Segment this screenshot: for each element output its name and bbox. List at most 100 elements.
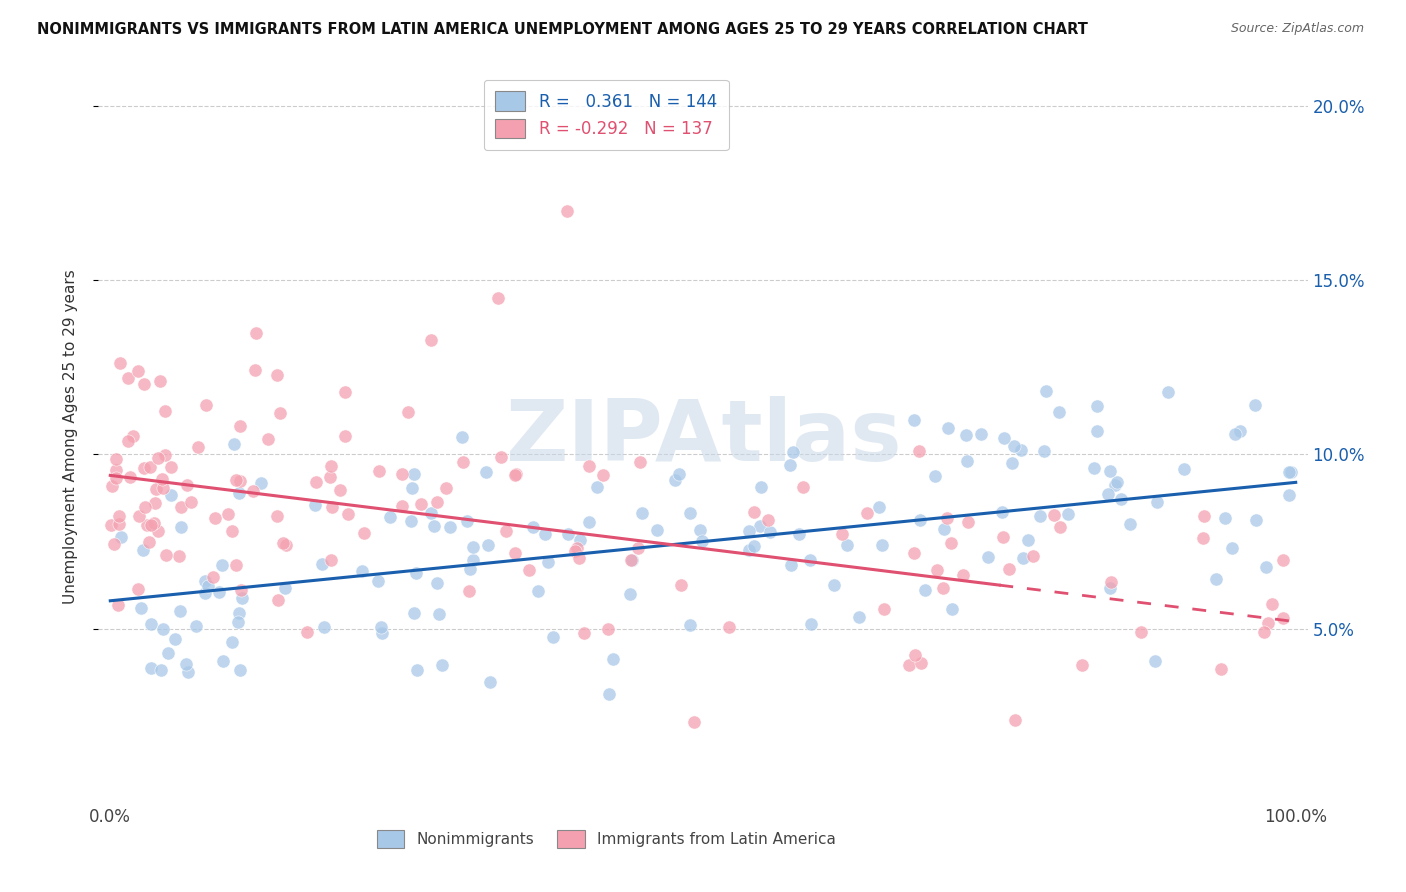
Point [1083, 461, 1105, 475]
Point [224, 437, 246, 451]
Point [256, 432, 278, 446]
Point [273, 581, 295, 595]
Point [149, 374, 172, 388]
Point [1205, 572, 1227, 586]
Point [1017, 533, 1039, 547]
Point [1043, 508, 1066, 523]
Point [245, 326, 267, 340]
Point [1035, 384, 1057, 399]
Point [391, 467, 413, 481]
Point [180, 495, 202, 509]
Point [941, 602, 963, 616]
Point [139, 660, 162, 674]
Point [153, 403, 176, 417]
Point [107, 598, 129, 612]
Point [1099, 581, 1122, 595]
Point [304, 498, 326, 512]
Point [352, 564, 374, 578]
Point [228, 486, 250, 500]
Point [439, 520, 461, 534]
Point [1146, 494, 1168, 508]
Point [1119, 516, 1142, 531]
Point [749, 480, 772, 494]
Point [976, 550, 998, 565]
Point [619, 587, 641, 601]
Point [742, 505, 765, 519]
Point [598, 687, 620, 701]
Point [941, 535, 963, 549]
Point [228, 606, 250, 620]
Point [1097, 487, 1119, 501]
Point [683, 715, 706, 730]
Point [495, 524, 517, 538]
Point [225, 473, 247, 487]
Point [1033, 444, 1056, 458]
Point [159, 460, 181, 475]
Point [138, 535, 160, 549]
Point [738, 542, 761, 557]
Point [1229, 424, 1251, 438]
Point [799, 553, 821, 567]
Point [229, 583, 252, 598]
Point [1144, 654, 1167, 668]
Point [142, 516, 165, 530]
Point [924, 469, 946, 483]
Point [176, 478, 198, 492]
Point [932, 581, 955, 595]
Point [1056, 507, 1078, 521]
Point [669, 578, 692, 592]
Point [870, 538, 893, 552]
Point [1012, 551, 1035, 566]
Point [333, 385, 356, 400]
Point [212, 654, 235, 668]
Point [231, 591, 253, 606]
Point [156, 646, 179, 660]
Point [367, 464, 389, 478]
Point [956, 453, 979, 467]
Point [169, 604, 191, 618]
Point [742, 539, 765, 553]
Point [337, 507, 360, 521]
Point [150, 472, 173, 486]
Point [505, 468, 527, 483]
Point [184, 619, 207, 633]
Text: Source: ZipAtlas.com: Source: ZipAtlas.com [1230, 22, 1364, 36]
Point [627, 541, 650, 556]
Point [117, 371, 139, 385]
Point [456, 514, 478, 528]
Point [117, 434, 139, 448]
Point [430, 658, 453, 673]
Point [399, 514, 422, 528]
Point [692, 534, 714, 549]
Point [517, 563, 540, 577]
Point [1002, 439, 1025, 453]
Point [1246, 512, 1268, 526]
Point [108, 356, 131, 370]
Point [229, 475, 252, 489]
Point [321, 553, 343, 567]
Point [557, 527, 579, 541]
Point [132, 376, 155, 391]
Point [800, 617, 823, 632]
Point [404, 467, 426, 481]
Point [152, 622, 174, 636]
Point [897, 657, 920, 672]
Point [170, 520, 193, 534]
Point [353, 525, 375, 540]
Point [1225, 426, 1247, 441]
Point [420, 333, 443, 347]
Point [936, 421, 959, 435]
Point [221, 634, 243, 648]
Point [242, 483, 264, 498]
Point [197, 578, 219, 592]
Point [273, 536, 295, 550]
Point [679, 506, 702, 520]
Point [1104, 477, 1126, 491]
Point [132, 460, 155, 475]
Point [134, 500, 156, 515]
Point [295, 624, 318, 639]
Point [689, 523, 711, 537]
Point [371, 626, 394, 640]
Point [204, 511, 226, 525]
Point [679, 617, 702, 632]
